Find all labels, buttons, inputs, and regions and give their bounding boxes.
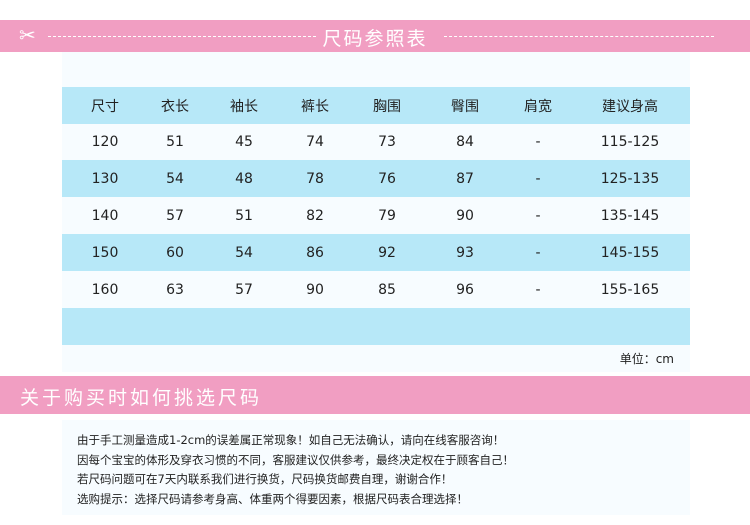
- table-cell: 86: [306, 244, 324, 261]
- table-cell: 79: [378, 207, 396, 224]
- guide-title: 关于购买时如何挑选尺码: [20, 387, 263, 409]
- dashed-divider: [48, 36, 316, 37]
- table-cell: 130: [91, 170, 119, 187]
- table-cell: -: [535, 244, 541, 261]
- table-cell: 155-165: [600, 281, 660, 298]
- table-cell: 84: [456, 133, 474, 150]
- table-cell: 125-135: [600, 170, 660, 187]
- table-cell: 54: [235, 244, 253, 261]
- table-cell: -: [535, 207, 541, 224]
- table-cell: 48: [235, 170, 253, 187]
- table-cell: 51: [166, 133, 184, 150]
- table-cell: 90: [456, 207, 474, 224]
- table-row: 120 51 45 74 73 84 - 115-125: [62, 123, 690, 160]
- scissors-icon: ✂: [19, 23, 36, 47]
- header-row: 尺寸 衣长 袖长 裤长 胸围 臀围 肩宽 建议身高: [62, 87, 690, 124]
- table-cell: 160: [91, 281, 119, 298]
- table-row: 130 54 48 78 76 87 - 125-135: [62, 160, 690, 197]
- dashed-divider: [444, 36, 714, 37]
- column-header: 建议身高: [602, 98, 658, 115]
- table-cell: 140: [91, 207, 119, 224]
- column-header: 肩宽: [524, 98, 552, 115]
- table-cell: 57: [166, 207, 184, 224]
- note: 若尺码问题可在7天内联系我们进行换货，尺码换货邮费自理，谢谢合作！: [77, 472, 453, 486]
- table-cell: 150: [91, 244, 119, 261]
- guide-header: 关于购买时如何挑选尺码: [0, 376, 750, 414]
- table-cell: 87: [456, 170, 474, 187]
- column-header: 臀围: [451, 98, 479, 115]
- column-header: 衣长: [161, 98, 189, 115]
- table-row: 150 60 54 86 92 93 - 145-155: [62, 234, 690, 271]
- table-cell: 92: [378, 244, 396, 261]
- table-cell: 96: [456, 281, 474, 298]
- note: 由于手工测量造成1-2cm的误差属正常现象！如自己无法确认，请向在线客服咨询！: [77, 433, 505, 447]
- column-header: 裤长: [301, 98, 329, 115]
- table-row: [62, 308, 690, 345]
- table-cell: 115-125: [600, 133, 660, 150]
- table-cell: 85: [378, 281, 396, 298]
- table-cell: 60: [166, 244, 184, 261]
- table-cell: 73: [378, 133, 396, 150]
- note: 因每个宝宝的体形及穿衣习惯的不同，客服建议仅供参考，最终决定权在于顾客自己！: [77, 452, 514, 467]
- table-cell: 82: [306, 207, 324, 224]
- table-cell: -: [535, 133, 541, 150]
- column-header: 胸围: [373, 98, 401, 115]
- guide-notes: 由于手工测量造成1-2cm的误差属正常现象！如自己无法确认，请向在线客服咨询！ …: [62, 420, 690, 515]
- note: 选购提示：选择尺码请参考身高、体重两个得要因素，根据尺码表合理选择！: [77, 491, 468, 506]
- size-table: 尺寸 衣长 袖长 裤长 胸围 臀围 肩宽 建议身高 120 51 45 74 73 84-115-125 1…: [62, 52, 690, 372]
- table-cell: 51: [235, 207, 253, 224]
- table-cell: 57: [235, 281, 253, 298]
- table-cell: -: [535, 170, 541, 187]
- table-cell: 78: [306, 170, 324, 187]
- table-cell: 135-145: [600, 207, 660, 224]
- table-cell: 90: [306, 281, 324, 298]
- page-title: 尺码参照表: [322, 28, 428, 50]
- table-cell: 93: [456, 244, 474, 261]
- unit-label: 单位：cm: [619, 352, 674, 366]
- column-header: 袖长: [230, 98, 258, 115]
- table-cell: 54: [166, 170, 184, 187]
- table-cell: 120: [91, 133, 119, 150]
- table-cell: 74: [306, 133, 324, 150]
- table-cell: 45: [235, 133, 253, 150]
- table-cell: 63: [166, 281, 184, 298]
- table-row: 160 63 57 90 85 96 - 155-165: [62, 271, 690, 308]
- column-header: 尺寸: [91, 98, 119, 115]
- size-chart-header: ✂ 尺码参照表: [0, 20, 750, 52]
- table-cell: 145-155: [600, 244, 660, 261]
- table-cell: -: [535, 281, 541, 298]
- table-cell: 76: [378, 170, 396, 187]
- table-row: 140 57 51 82 79 90 - 135-145: [62, 197, 690, 234]
